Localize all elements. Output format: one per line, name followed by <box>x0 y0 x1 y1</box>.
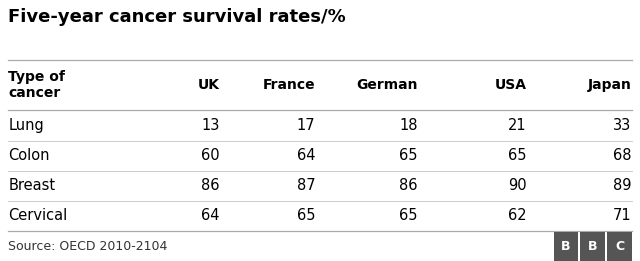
Text: 87: 87 <box>297 178 316 193</box>
Text: German: German <box>356 78 418 92</box>
Text: 86: 86 <box>399 178 418 193</box>
Text: 71: 71 <box>613 209 632 223</box>
Text: 18: 18 <box>399 118 418 133</box>
Text: Type of
cancer: Type of cancer <box>8 70 65 100</box>
Text: 33: 33 <box>613 118 632 133</box>
Text: Lung: Lung <box>8 118 44 133</box>
Text: 62: 62 <box>508 209 527 223</box>
Text: C: C <box>615 240 624 253</box>
Text: 65: 65 <box>399 148 418 163</box>
Text: 65: 65 <box>399 209 418 223</box>
Text: 64: 64 <box>297 148 316 163</box>
Text: B: B <box>588 240 597 253</box>
Text: B: B <box>561 240 570 253</box>
Text: 60: 60 <box>201 148 220 163</box>
Text: USA: USA <box>495 78 527 92</box>
Text: UK: UK <box>198 78 220 92</box>
Text: 65: 65 <box>508 148 527 163</box>
Text: 90: 90 <box>508 178 527 193</box>
Text: Five-year cancer survival rates/%: Five-year cancer survival rates/% <box>8 8 346 26</box>
Text: 21: 21 <box>508 118 527 133</box>
Text: 64: 64 <box>201 209 220 223</box>
Text: 89: 89 <box>613 178 632 193</box>
Text: Colon: Colon <box>8 148 50 163</box>
Text: Source: OECD 2010-2104: Source: OECD 2010-2104 <box>8 240 168 253</box>
Text: 65: 65 <box>297 209 316 223</box>
Text: 68: 68 <box>613 148 632 163</box>
Text: 86: 86 <box>201 178 220 193</box>
Text: France: France <box>263 78 316 92</box>
Text: Cervical: Cervical <box>8 209 68 223</box>
Text: Japan: Japan <box>588 78 632 92</box>
Text: 13: 13 <box>201 118 220 133</box>
Text: Breast: Breast <box>8 178 56 193</box>
Text: 17: 17 <box>297 118 316 133</box>
